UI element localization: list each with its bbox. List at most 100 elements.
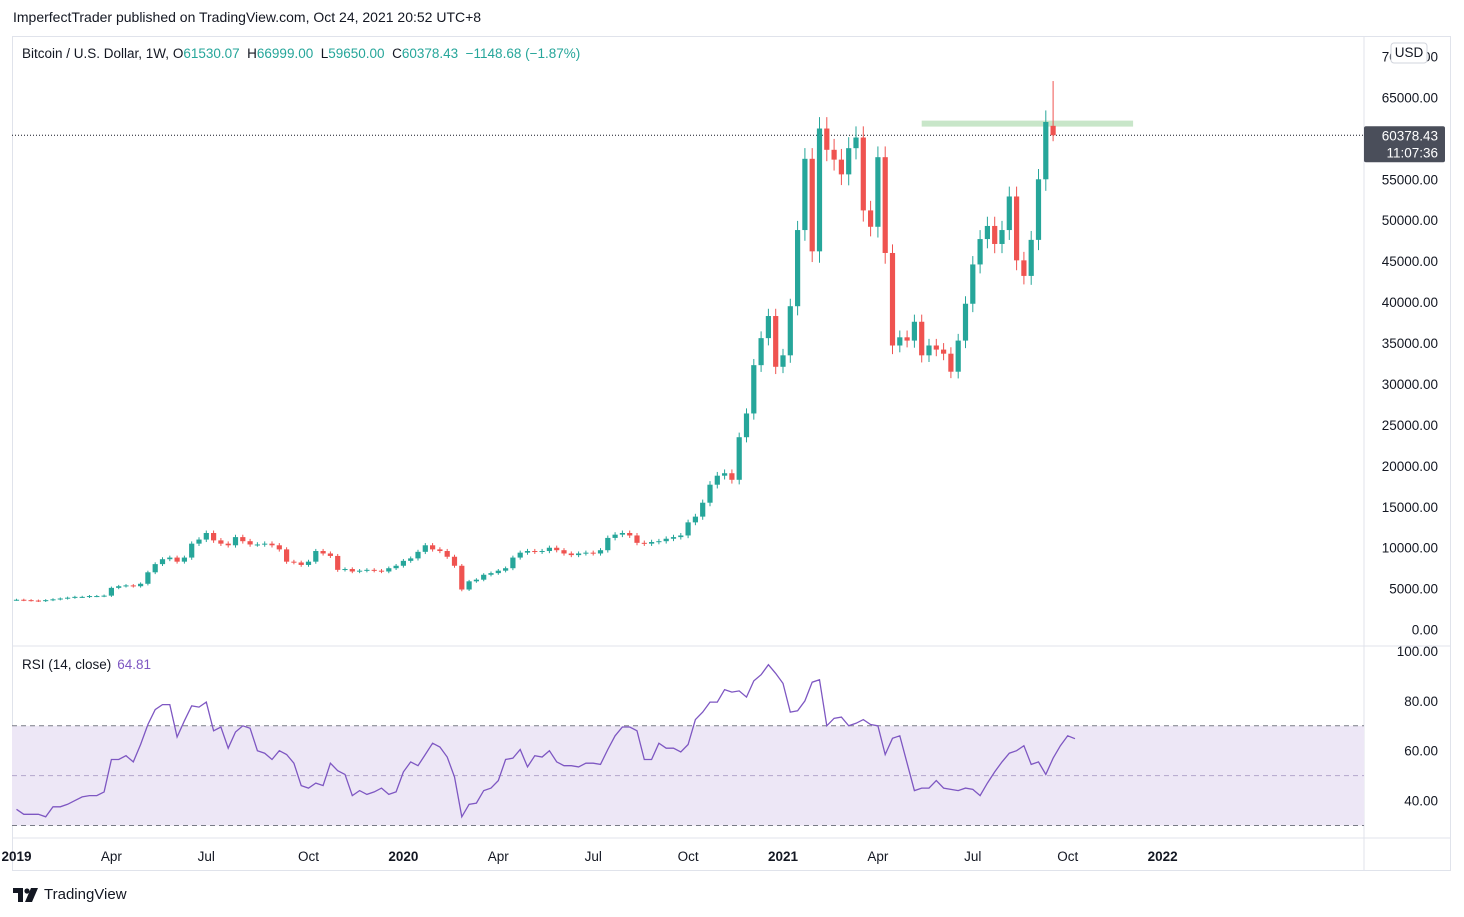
candle-body: [320, 551, 326, 554]
currency-button-label: USD: [1395, 45, 1424, 60]
time-tick-label: Apr: [867, 849, 889, 864]
candle-body: [612, 534, 618, 538]
candle-body: [751, 365, 757, 414]
candle-body: [152, 564, 158, 573]
candle-countdown: 11:07:36: [1386, 145, 1438, 160]
candle-body: [802, 158, 808, 231]
price-tick-label: 40000.00: [1382, 295, 1438, 310]
candle-body: [758, 338, 764, 366]
symbol-header: Bitcoin / U.S. Dollar, 1W, O61530.07 H66…: [22, 46, 580, 61]
candle-body: [327, 553, 333, 556]
candle-body: [1043, 121, 1049, 180]
rsi-value: 64.81: [117, 657, 152, 672]
candle-body: [415, 551, 421, 559]
time-tick-label: 2022: [1148, 849, 1178, 864]
candle-body: [459, 565, 465, 590]
candle-body: [225, 543, 231, 546]
publisher-line: ImperfectTrader published on TradingView…: [13, 9, 482, 25]
candle-body: [692, 516, 698, 523]
candle-body: [495, 570, 501, 574]
candles-layer: [13, 81, 1056, 602]
price-tick-label: 35000.00: [1382, 336, 1438, 351]
close-label: C: [392, 46, 402, 61]
candle-body: [335, 555, 341, 570]
candle-body: [138, 583, 144, 587]
candle-body: [262, 543, 268, 545]
candle-body: [189, 543, 195, 558]
candle-body: [992, 225, 998, 244]
candle-body: [284, 549, 290, 562]
time-tick-label: Jul: [964, 849, 981, 864]
candle-body: [882, 157, 888, 253]
candle-body: [824, 128, 830, 150]
last-price-tag: 60378.43 11:07:36: [1364, 126, 1445, 163]
candle-body: [627, 533, 633, 536]
time-tick-label: 2020: [388, 849, 418, 864]
candle-body: [678, 535, 684, 538]
candle-body: [196, 539, 202, 544]
candle-body: [853, 137, 859, 149]
candle-body: [430, 545, 436, 550]
candle-body: [1021, 260, 1027, 276]
candle-body: [714, 475, 720, 485]
candle-body: [101, 595, 107, 597]
candle-body: [765, 316, 771, 339]
candle-body: [685, 522, 691, 536]
candle-body: [408, 558, 414, 561]
candle-body: [1050, 125, 1056, 136]
candle-body: [649, 542, 655, 544]
candle-body: [846, 148, 852, 175]
price-tick-label: 45000.00: [1382, 254, 1438, 269]
candle-body: [619, 533, 625, 535]
time-tick-label: Jul: [585, 849, 602, 864]
price-tick-label: 65000.00: [1382, 90, 1438, 105]
time-tick-label: Apr: [101, 849, 123, 864]
price-tick-label: 25000.00: [1382, 418, 1438, 433]
candle-body: [451, 556, 458, 566]
last-price-value: 60378.43: [1382, 128, 1438, 143]
candle-body: [743, 413, 750, 438]
rsi-layer: [12, 663, 1364, 827]
candle-body: [809, 158, 815, 252]
candle-body: [999, 230, 1005, 244]
candle-body: [50, 599, 56, 601]
candle-body: [108, 587, 114, 596]
candle-body: [400, 560, 406, 566]
candle-body: [203, 533, 209, 540]
candle-body: [371, 569, 377, 571]
candle-body: [955, 340, 961, 372]
price-tick-label: 0.00: [1412, 623, 1438, 638]
candle-body: [539, 551, 545, 553]
price-tick-label: 15000.00: [1382, 500, 1438, 515]
rsi-tick-label: 80.00: [1404, 694, 1438, 709]
candle-body: [583, 552, 589, 554]
candle-body: [291, 561, 297, 563]
symbol-name: Bitcoin / U.S. Dollar, 1W,: [22, 46, 173, 61]
candle-body: [1028, 239, 1034, 276]
candle-body: [641, 542, 647, 544]
candle-body: [911, 321, 917, 341]
tradingview-brand[interactable]: TradingView: [13, 886, 127, 903]
candle-body: [773, 316, 779, 367]
candle-body: [481, 574, 487, 580]
candle-body: [722, 473, 728, 476]
high-label: H: [247, 46, 257, 61]
candle-body: [933, 345, 939, 350]
candle-body: [532, 551, 538, 553]
candle-body: [524, 551, 531, 553]
candle-body: [313, 551, 319, 562]
candle-body: [422, 545, 428, 552]
low-label: L: [320, 46, 329, 61]
high-value: 66999.00: [256, 46, 314, 61]
candle-body: [700, 502, 706, 517]
candle-body: [116, 586, 122, 588]
price-tick-label: 50000.00: [1382, 213, 1438, 228]
currency-button[interactable]: USD: [1390, 42, 1428, 64]
candle-body: [984, 225, 990, 240]
candle-body: [218, 540, 224, 544]
time-tick-label: 2019: [1, 849, 31, 864]
candle-body: [517, 552, 523, 558]
candle-body: [795, 230, 801, 307]
candle-body: [941, 349, 947, 354]
